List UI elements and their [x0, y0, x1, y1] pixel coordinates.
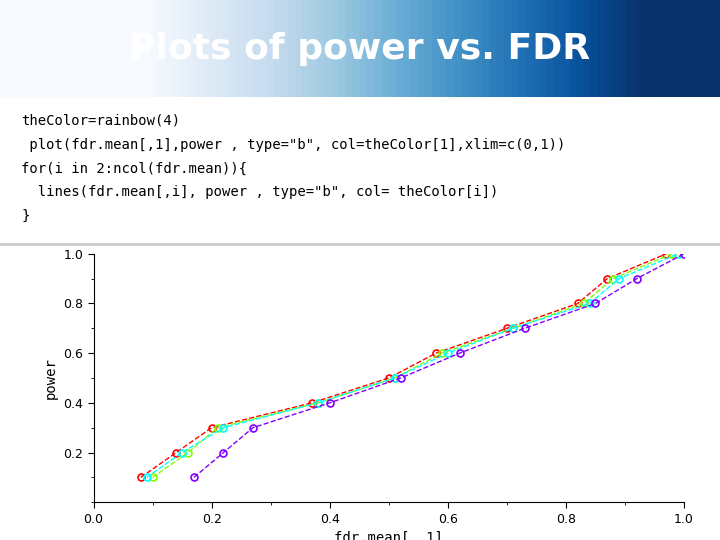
Text: for(i in 2:ncol(fdr.mean)){: for(i in 2:ncol(fdr.mean)){ [22, 161, 248, 176]
Text: Plots of power vs. FDR: Plots of power vs. FDR [130, 32, 590, 65]
Text: plot(fdr.mean[,1],power , type="b", col=theColor[1],xlim=c(0,1)): plot(fdr.mean[,1],power , type="b", col=… [22, 138, 566, 152]
X-axis label: fdr.mean[, 1]: fdr.mean[, 1] [334, 531, 444, 540]
Text: theColor=rainbow(4): theColor=rainbow(4) [22, 114, 181, 128]
Text: lines(fdr.mean[,i], power , type="b", col= theColor[i]): lines(fdr.mean[,i], power , type="b", co… [22, 185, 499, 199]
Text: }: } [22, 210, 30, 224]
Y-axis label: power: power [44, 357, 58, 399]
